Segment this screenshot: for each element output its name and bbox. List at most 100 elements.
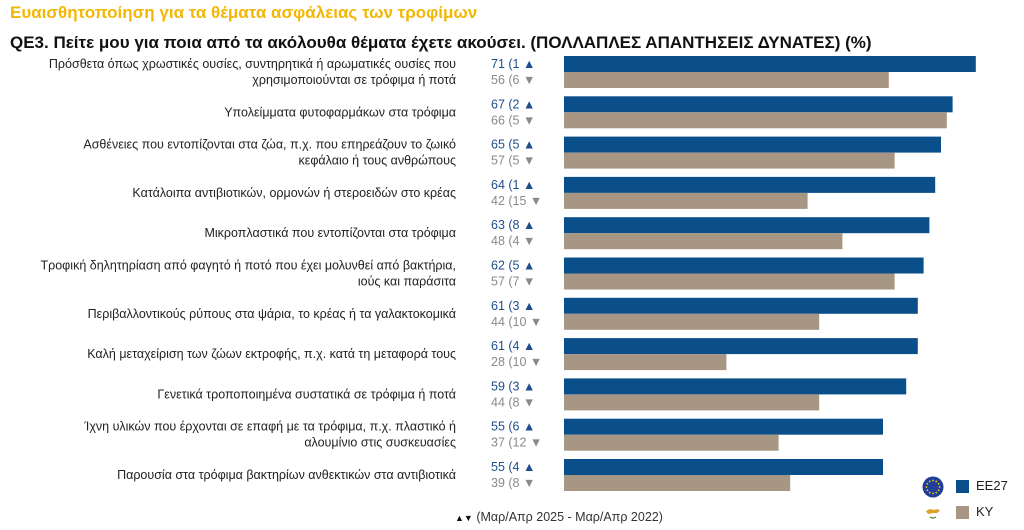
value-text: 56 (6	[491, 73, 523, 87]
value-label-cy: 28 (10 ▼	[491, 355, 542, 369]
value-text: 63 (8	[491, 218, 523, 232]
bar-eu	[564, 378, 907, 395]
arrow-up-icon: ▲	[523, 138, 535, 152]
bar-eu	[564, 217, 930, 234]
category-label: Κατάλοιπα αντιβιοτικών, ορμονών ή στεροε…	[132, 186, 456, 200]
value-text: 64 (1	[491, 178, 523, 192]
value-label-eu: 64 (1 ▲	[491, 178, 535, 192]
bar-cy	[564, 475, 791, 491]
value-text: 37 (12	[491, 436, 530, 450]
question-title: QE3. Πείτε μου για ποια από τα ακόλουθα …	[10, 33, 872, 52]
legend-item-cy: KY	[922, 502, 1022, 524]
value-label-eu: 59 (3 ▲	[491, 379, 535, 393]
category-label: χρησιμοποιούνται σε τρόφιμα ή ποτά	[252, 73, 456, 87]
arrow-down-icon: ▼	[530, 355, 542, 369]
bar-eu	[564, 418, 883, 435]
eu-flag-icon	[922, 476, 944, 498]
category-label: κεφάλαιο ή τους ανθρώπους	[299, 154, 457, 168]
value-text: 65 (5	[491, 138, 523, 152]
arrow-up-icon: ▲	[523, 178, 535, 192]
section-title: Ευαισθητοποίηση για τα θέματα ασφάλειας …	[10, 3, 478, 22]
value-label-cy: 66 (5 ▼	[491, 113, 535, 127]
legend-label-eu: EE27	[976, 478, 1008, 493]
value-label-cy: 57 (5 ▼	[491, 154, 535, 168]
value-label-cy: 42 (15 ▼	[491, 194, 542, 208]
category-label: Περιβαλλοντικούς ρύπους στα ψάρια, το κρ…	[88, 307, 456, 321]
value-label-eu: 61 (3 ▲	[491, 299, 535, 313]
value-text: 48 (4	[491, 234, 523, 248]
bar-eu	[564, 56, 976, 72]
legend-swatch-cy	[956, 506, 969, 519]
value-label-cy: 57 (7 ▼	[491, 275, 535, 289]
bar-eu	[564, 297, 918, 314]
value-label-eu: 71 (1 ▲	[491, 57, 535, 71]
value-label-cy: 37 (12 ▼	[491, 436, 542, 450]
arrow-up-icon: ▲	[523, 97, 535, 111]
arrow-down-icon: ▼	[523, 73, 535, 87]
category-label: Καλή μεταχείριση των ζώων εκτροφής, π.χ.…	[87, 347, 456, 361]
footnote-arrows: ▲▼	[455, 513, 473, 523]
arrow-down-icon: ▼	[523, 275, 535, 289]
value-text: 67 (2	[491, 97, 523, 111]
category-label: Ίχνη υλικών που έρχονται σε επαφή με τα …	[84, 420, 457, 434]
category-label: Γενετικά τροποποιημένα συστατικά σε τρόφ…	[157, 387, 456, 401]
value-text: 28 (10	[491, 355, 530, 369]
value-text: 61 (4	[491, 339, 523, 353]
value-text: 55 (4	[491, 460, 523, 474]
arrow-up-icon: ▲	[523, 420, 535, 434]
value-text: 42 (15	[491, 194, 530, 208]
value-label-eu: 62 (5 ▲	[491, 259, 535, 273]
value-text: 62 (5	[491, 259, 523, 273]
value-text: 61 (3	[491, 299, 523, 313]
bar-eu	[564, 338, 918, 355]
arrow-down-icon: ▼	[530, 436, 542, 450]
bar-cy	[564, 434, 779, 451]
bar-cy	[564, 354, 727, 371]
value-label-cy: 39 (8 ▼	[491, 476, 535, 490]
value-label-cy: 44 (8 ▼	[491, 395, 535, 409]
category-label: ιούς και παράσιτα	[358, 275, 456, 289]
bar-eu	[564, 257, 924, 274]
bar-eu	[564, 136, 941, 153]
cyprus-flag-icon	[922, 502, 944, 524]
bar-cy	[564, 152, 895, 169]
value-label-cy: 48 (4 ▼	[491, 234, 535, 248]
value-text: 44 (10	[491, 315, 530, 329]
bar-cy	[564, 192, 808, 209]
category-label: αλουμίνιο στις συσκευασίες	[304, 436, 456, 450]
arrow-up-icon: ▲	[523, 57, 535, 71]
bar-cy	[564, 112, 947, 129]
category-label: Παρουσία στα τρόφιμα βακτηρίων ανθεκτικώ…	[117, 468, 456, 482]
value-text: 57 (7	[491, 275, 523, 289]
value-label-eu: 65 (5 ▲	[491, 138, 535, 152]
bar-cy	[564, 273, 895, 290]
value-text: 55 (6	[491, 420, 523, 434]
value-label-eu: 63 (8 ▲	[491, 218, 535, 232]
arrow-up-icon: ▲	[523, 339, 535, 353]
category-label: Ασθένειες που εντοπίζονται στα ζώα, π.χ.…	[83, 138, 456, 152]
arrow-up-icon: ▲	[523, 259, 535, 273]
arrow-down-icon: ▼	[523, 234, 535, 248]
value-text: 39 (8	[491, 476, 523, 490]
value-label-eu: 67 (2 ▲	[491, 97, 535, 111]
value-text: 57 (5	[491, 154, 523, 168]
value-text: 71 (1	[491, 57, 523, 71]
value-text: 44 (8	[491, 395, 523, 409]
arrow-up-icon: ▲	[523, 299, 535, 313]
arrow-up-icon: ▲	[523, 460, 535, 474]
bar-cy	[564, 394, 820, 411]
legend-swatch-eu	[956, 480, 969, 493]
value-label-eu: 55 (4 ▲	[491, 460, 535, 474]
value-label-cy: 44 (10 ▼	[491, 315, 542, 329]
value-text: 66 (5	[491, 113, 523, 127]
legend-label-cy: KY	[976, 504, 994, 519]
bar-eu	[564, 459, 883, 475]
bar-cy	[564, 72, 889, 88]
category-label: Τροφική δηλητηρίαση από φαγητό ή ποτό πο…	[40, 259, 456, 273]
legend-item-eu: EE27	[922, 476, 1022, 498]
arrow-up-icon: ▲	[523, 379, 535, 393]
value-text: 59 (3	[491, 379, 523, 393]
category-label: Πρόσθετα όπως χρωστικές ουσίες, συντηρητ…	[49, 57, 456, 71]
bar-cy	[564, 313, 820, 330]
value-label-cy: 56 (6 ▼	[491, 73, 535, 87]
